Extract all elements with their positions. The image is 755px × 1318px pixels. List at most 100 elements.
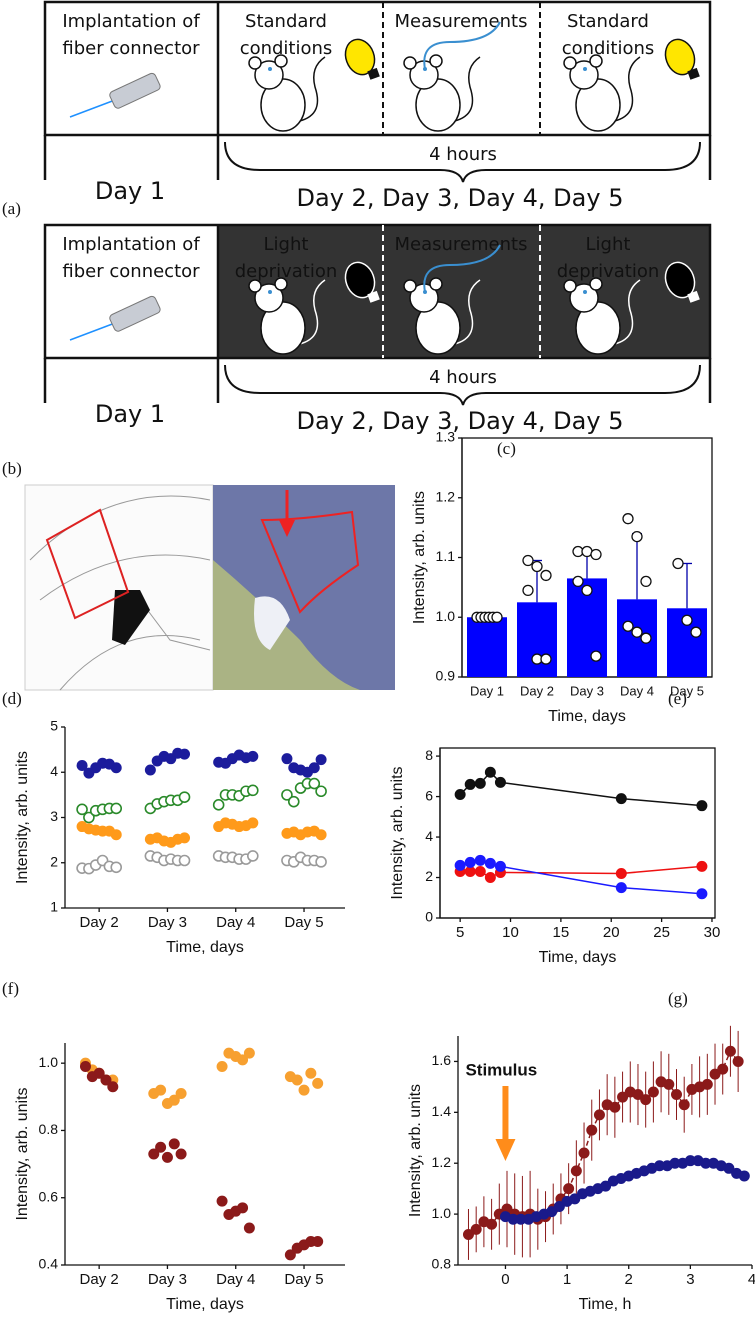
cell-text: Implantation of: [62, 234, 200, 255]
atlas-image: [24, 484, 214, 691]
cell-text: Implantation of: [62, 11, 200, 32]
bar: [517, 602, 557, 677]
y-tick-label: 0: [425, 909, 433, 925]
x-tick-label: 15: [553, 924, 570, 941]
y-tick-label: 4: [425, 828, 433, 844]
x-axis-title: Time, days: [166, 939, 244, 956]
panel-label: (d): [2, 689, 22, 708]
data-point: [76, 803, 88, 816]
x-tick-label: Day 1: [470, 683, 504, 698]
data-point: [281, 753, 293, 765]
data-point: [586, 1124, 598, 1136]
y-tick-label: 3: [50, 808, 58, 824]
data-point: [732, 1055, 744, 1067]
x-tick-label: Day 3: [148, 914, 187, 931]
mouse-head: [569, 60, 599, 90]
data-point: [237, 1054, 249, 1066]
data-point: [572, 575, 584, 588]
data-point: [155, 1084, 167, 1096]
y-axis-title: Intensity, arb. units: [14, 751, 31, 884]
series-line: [459, 771, 702, 807]
data-point: [315, 829, 327, 841]
data-point: [540, 569, 552, 582]
data-point: [701, 1078, 713, 1090]
x-tick-label: Day 4: [620, 683, 654, 698]
data-point: [474, 777, 486, 789]
x-tick-label: 4: [748, 1271, 755, 1288]
brace: [224, 364, 701, 406]
data-point: [696, 800, 708, 812]
data-point: [622, 513, 634, 525]
data-point: [615, 867, 627, 879]
fiber: [69, 322, 116, 341]
mouse-fiber: [268, 67, 272, 71]
x-tick-label: 30: [704, 924, 721, 941]
data-point: [308, 777, 321, 790]
data-point: [287, 795, 300, 808]
mouse-fiber: [583, 290, 587, 294]
data-point: [148, 1148, 160, 1160]
panel-label: (f): [2, 979, 19, 998]
duration: 4 hours: [429, 367, 497, 388]
data-point: [175, 1087, 187, 1099]
x-tick-label: Day 2: [520, 683, 554, 698]
mouse-head: [254, 283, 284, 313]
cell-text: fiber connector: [62, 261, 200, 282]
y-tick-label: 1.1: [436, 548, 456, 564]
arrow-head: [279, 520, 295, 537]
data-point: [724, 1045, 736, 1057]
data-point: [454, 859, 466, 871]
bulb: [344, 38, 376, 76]
mouse-tail: [609, 56, 641, 123]
data-point: [312, 1077, 324, 1089]
day-label: Day 2, Day 3, Day 4, Day 5: [297, 184, 624, 212]
y-tick-label: 0.8: [432, 1256, 452, 1272]
y-tick-label: 8: [425, 747, 433, 763]
y-tick-label: 2: [425, 868, 433, 884]
data-point: [540, 653, 552, 665]
data-point: [315, 785, 327, 798]
data-point: [305, 1067, 317, 1079]
y-tick-label: 5: [50, 718, 58, 734]
connector: [109, 72, 161, 109]
data-point: [110, 861, 123, 874]
data-point: [79, 1061, 91, 1073]
data-point: [615, 882, 627, 894]
data-point: [570, 1165, 582, 1177]
data-point: [83, 811, 95, 824]
cell-text: deprivation: [235, 261, 338, 282]
panel-label: (e): [668, 689, 687, 708]
mouse-fiber: [268, 290, 272, 294]
cell-text: fiber connector: [62, 38, 200, 59]
data-point: [212, 799, 225, 811]
data-point: [247, 784, 259, 797]
bulb-base: [687, 67, 700, 80]
data-point: [474, 865, 486, 877]
cell-text: deprivation: [557, 261, 660, 282]
mouse-head: [254, 60, 284, 90]
data-point: [690, 626, 702, 638]
mouse-ear: [403, 56, 417, 70]
data-point: [581, 584, 593, 597]
data-point: [522, 584, 534, 597]
y-axis-title: Intensity, arb. units: [389, 766, 406, 899]
data-point: [696, 860, 708, 872]
data-point: [178, 791, 191, 803]
x-axis-title: Time, days: [548, 708, 626, 725]
mouse-ear: [248, 279, 262, 293]
panel-label: (g): [668, 989, 688, 1008]
data-point: [291, 1074, 303, 1086]
mouse-tail: [609, 279, 641, 346]
brain-image: [24, 484, 395, 691]
data-point: [546, 1206, 558, 1218]
day-label: Day 2, Day 3, Day 4, Day 5: [297, 407, 624, 435]
x-tick-label: 0: [501, 1271, 509, 1288]
data-point: [93, 1067, 105, 1079]
data-point: [315, 754, 327, 766]
data-point: [247, 750, 259, 762]
data-point: [494, 776, 506, 788]
data-point: [470, 1223, 482, 1235]
y-tick-label: 0.8: [39, 1121, 59, 1137]
plot-frame: [439, 747, 716, 919]
data-point: [622, 620, 634, 632]
